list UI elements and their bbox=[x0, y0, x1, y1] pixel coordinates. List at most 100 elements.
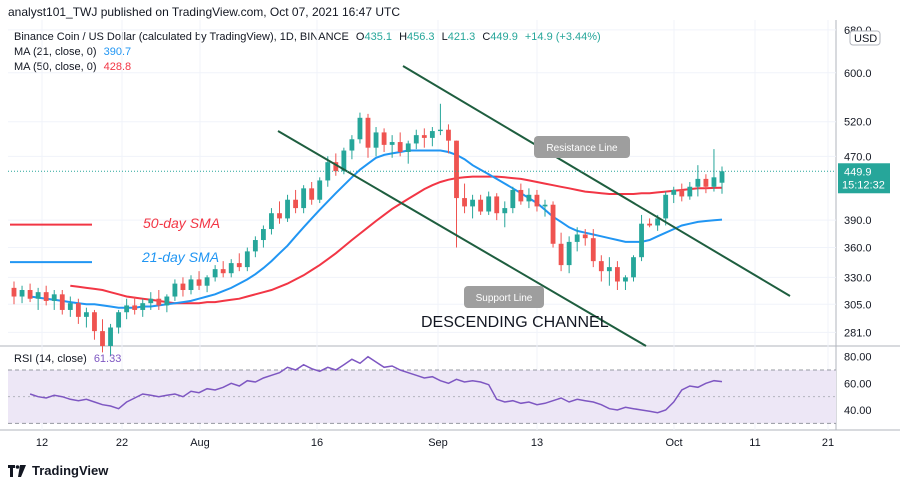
rsi-tick-label: 60.00 bbox=[844, 378, 872, 390]
candle bbox=[116, 309, 122, 334]
candle-body bbox=[357, 117, 363, 140]
candle bbox=[75, 298, 81, 324]
candle bbox=[349, 135, 355, 160]
symbol-label: Binance Coin / US Dollar (calculated by … bbox=[14, 31, 349, 43]
candle-body bbox=[534, 194, 540, 207]
candle bbox=[325, 156, 331, 187]
descending-channel-label: DESCENDING CHANNEL bbox=[421, 314, 609, 331]
candle bbox=[494, 193, 500, 221]
price-pane[interactable]: 50-day SMA 21-day SMA Resistance Line Suppo… bbox=[8, 65, 836, 357]
candle-body bbox=[598, 261, 604, 272]
ma50-value: 428.8 bbox=[103, 61, 132, 73]
candle bbox=[606, 257, 612, 286]
candle-body bbox=[518, 189, 524, 202]
candle-body bbox=[606, 267, 612, 272]
candle-body bbox=[285, 199, 290, 219]
candle-body bbox=[236, 263, 242, 268]
candle bbox=[486, 191, 492, 215]
candle bbox=[446, 124, 451, 154]
candle bbox=[35, 287, 41, 310]
candle-body bbox=[349, 139, 355, 151]
candle bbox=[67, 296, 73, 317]
price-tick-label: 600.0 bbox=[844, 68, 872, 80]
candle-body bbox=[462, 198, 467, 207]
last-price-label: 449.9 bbox=[844, 166, 872, 178]
candle bbox=[373, 127, 379, 157]
footer-brand[interactable]: TradingView bbox=[8, 463, 108, 478]
candle-body bbox=[695, 178, 701, 187]
candle bbox=[631, 255, 636, 282]
ma21-row[interactable]: MA (21, close, 0) 390.7 bbox=[14, 45, 601, 60]
candle-body bbox=[19, 290, 25, 297]
currency-badge: USD bbox=[849, 30, 881, 46]
candle bbox=[542, 199, 548, 217]
candle bbox=[140, 298, 146, 317]
ma50-line bbox=[70, 175, 723, 305]
candle-body bbox=[67, 303, 73, 310]
candle-body bbox=[389, 142, 395, 145]
candle bbox=[381, 128, 387, 152]
candle-body bbox=[711, 177, 717, 187]
candle-body bbox=[180, 283, 186, 291]
candle-body bbox=[631, 257, 636, 278]
candle-body bbox=[590, 238, 596, 262]
candle bbox=[180, 277, 186, 297]
candle-body bbox=[83, 312, 89, 317]
candle bbox=[598, 255, 604, 282]
candle-body bbox=[260, 229, 266, 241]
price-tick-label: 360.0 bbox=[844, 243, 872, 255]
rsi-value: 61.33 bbox=[93, 353, 122, 365]
ohlc-close: 449.9 bbox=[490, 31, 518, 43]
resistance-callout-label: Resistance Line bbox=[546, 143, 618, 154]
candle-body bbox=[164, 296, 170, 306]
ohlc-low: 421.3 bbox=[447, 31, 476, 43]
ma50-row[interactable]: MA (50, close, 0) 428.8 bbox=[14, 60, 601, 75]
candle bbox=[437, 103, 443, 136]
rsi-legend[interactable]: RSI (14, close) 61.33 bbox=[14, 353, 121, 365]
candle bbox=[462, 183, 467, 214]
candle bbox=[639, 214, 644, 262]
candle bbox=[43, 285, 49, 306]
candle bbox=[687, 182, 693, 200]
candle bbox=[59, 290, 65, 315]
footer-brand-label: TradingView bbox=[32, 463, 109, 478]
currency-label: USD bbox=[854, 33, 877, 45]
candle bbox=[244, 247, 250, 272]
ma21-label: MA (21, close, 0) bbox=[14, 46, 97, 58]
candle bbox=[582, 229, 588, 246]
candle-body bbox=[526, 194, 532, 202]
rsi-pane[interactable] bbox=[8, 355, 836, 424]
ohlc-open: 435.1 bbox=[364, 31, 392, 43]
price-tick-label: 520.0 bbox=[844, 117, 872, 129]
time-tick-label: 13 bbox=[531, 437, 543, 449]
candle bbox=[285, 194, 290, 222]
candle bbox=[301, 185, 307, 214]
candle bbox=[252, 236, 258, 258]
candle-body bbox=[11, 287, 17, 297]
candle-body bbox=[582, 234, 588, 239]
candle-body bbox=[341, 150, 347, 172]
candle-body bbox=[51, 294, 57, 301]
countdown-label: 15:12:32 bbox=[842, 179, 885, 191]
candle-body bbox=[59, 294, 65, 310]
candle-body bbox=[309, 188, 315, 200]
tradingview-logo-icon bbox=[8, 464, 26, 477]
support-callout-box bbox=[464, 286, 544, 308]
candle-body bbox=[269, 213, 274, 230]
candle-body bbox=[502, 208, 508, 214]
candle bbox=[204, 275, 210, 293]
candle bbox=[454, 140, 459, 248]
candle bbox=[309, 182, 315, 205]
candle-body bbox=[204, 277, 210, 286]
resistance-callout: Resistance Line bbox=[534, 136, 630, 158]
candle-body bbox=[558, 243, 564, 266]
candle bbox=[293, 189, 299, 214]
candle bbox=[269, 208, 274, 235]
candle bbox=[148, 292, 154, 310]
candle-body bbox=[35, 292, 41, 299]
candle bbox=[51, 290, 57, 310]
candle bbox=[260, 225, 266, 248]
candle-body bbox=[405, 143, 411, 152]
ohlc-high-label: H bbox=[399, 31, 408, 43]
